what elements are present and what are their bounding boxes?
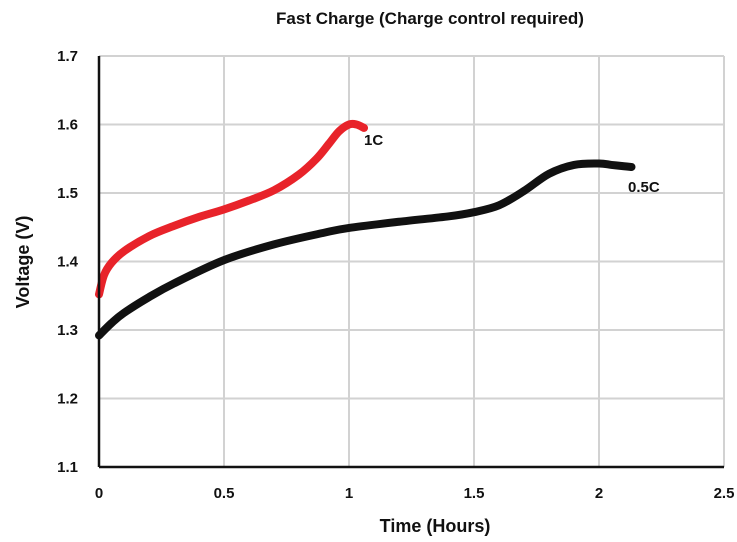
y-tick-label: 1.2	[57, 391, 78, 408]
x-tick-label: 1	[345, 485, 353, 502]
y-tick-label: 1.6	[57, 117, 78, 134]
y-tick-label: 1.5	[57, 185, 78, 202]
x-tick-label: 2	[595, 485, 603, 502]
grid-lines	[99, 55, 725, 467]
x-tick-label: 0.5	[214, 485, 235, 502]
x-tick-label: 2.5	[714, 485, 735, 502]
chart-title: Fast Charge (Charge control required)	[276, 9, 584, 28]
series-line-0.5c	[95, 159, 636, 340]
series-label-0.5c: 0.5C	[628, 179, 660, 196]
y-axis-label: Voltage (V)	[13, 216, 33, 309]
series-layer	[95, 119, 636, 340]
y-tick-label: 1.3	[57, 322, 78, 339]
x-tick-label: 1.5	[464, 485, 485, 502]
series-line-1c	[95, 119, 368, 299]
x-axis-label: Time (Hours)	[380, 516, 491, 536]
x-tick-label: 0	[95, 485, 103, 502]
y-tick-label: 1.7	[57, 48, 78, 65]
y-tick-label: 1.4	[57, 254, 79, 271]
series-label-1c: 1C	[364, 132, 383, 149]
y-tick-label: 1.1	[57, 459, 78, 476]
tick-labels: 0 0.5 1 1.5 2 2.5 1.1 1.2 1.3 1.4 1.5 1.6 1.7	[57, 48, 734, 502]
